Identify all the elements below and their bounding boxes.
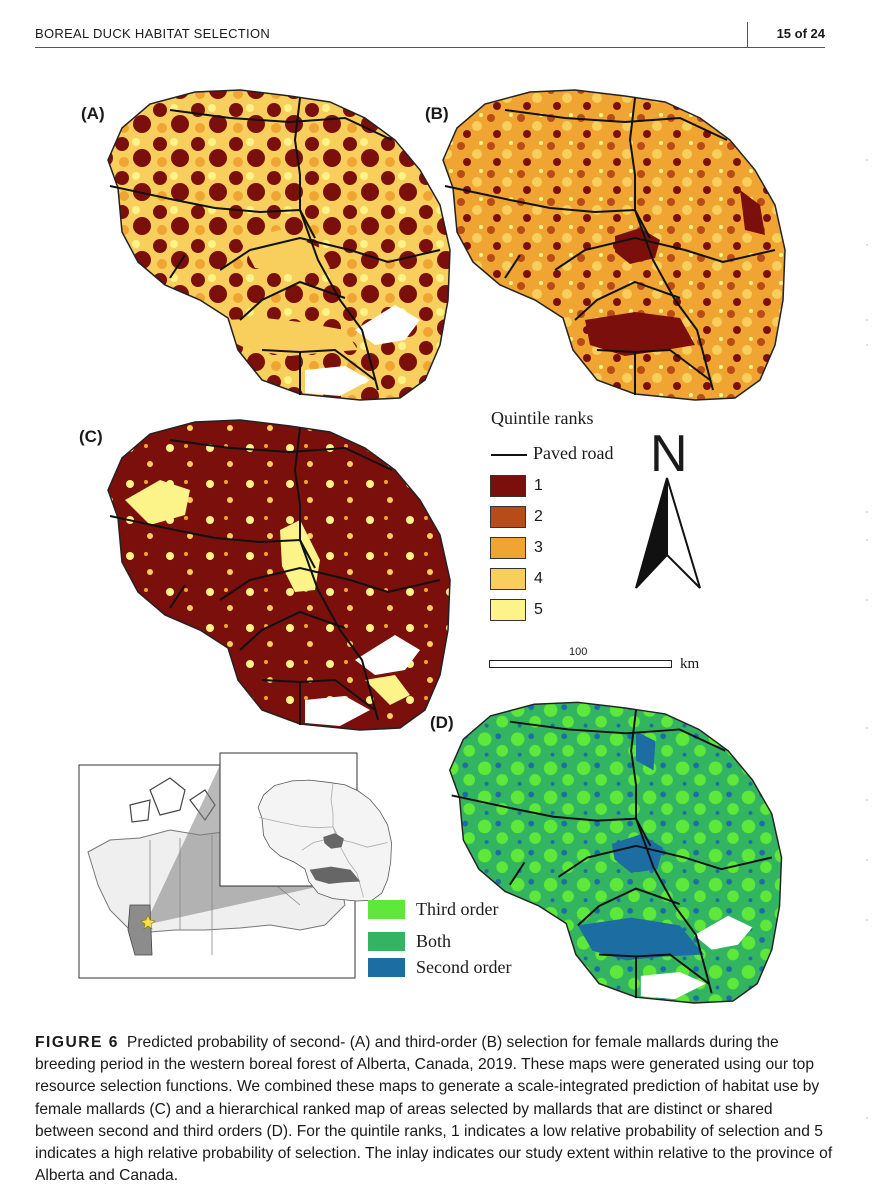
scale-value: 100	[569, 646, 588, 658]
page-number: 15 of 24	[776, 26, 825, 41]
rank-swatch-2	[490, 506, 526, 528]
order-legend-both: Both	[368, 931, 568, 954]
star-icon	[140, 914, 156, 930]
legend-rank-3: 3	[490, 537, 610, 561]
running-title: BOREAL DUCK HABITAT SELECTION	[35, 26, 271, 41]
rank-swatch-3	[490, 537, 526, 559]
header-rule	[35, 47, 825, 48]
caption-text: Predicted probability of second- (A) and…	[35, 1034, 833, 1185]
order-legend-second: Second order	[368, 957, 568, 980]
rank-label-3: 3	[534, 539, 543, 556]
legend-title: Quintile ranks	[491, 408, 594, 428]
panel-label-b: (B)	[425, 104, 449, 123]
rank-swatch-4	[490, 568, 526, 590]
margin-marks	[866, 159, 868, 1119]
order-swatch-third	[368, 900, 405, 919]
scale-bar: 100 km	[489, 646, 709, 676]
header-separator	[747, 22, 748, 48]
scale-unit: km	[680, 656, 700, 672]
figure-caption: FIGURE 6 Predicted probability of second-…	[35, 1032, 835, 1187]
order-label-both: Both	[416, 931, 452, 951]
legend-rank-5: 5	[490, 599, 610, 623]
map-a	[107, 89, 451, 401]
canada-inlay-map	[78, 752, 392, 979]
panel-label-a: (A)	[81, 104, 105, 123]
rank-label-1: 1	[534, 477, 543, 494]
panel-label-d: (D)	[430, 713, 454, 732]
legend-rank-2: 2	[490, 506, 610, 530]
scale-box	[489, 660, 672, 668]
order-legend-third: Third order	[368, 899, 568, 922]
legend-rank-4: 4	[490, 568, 610, 592]
legend-rank-1: 1	[490, 475, 610, 499]
rank-label-5: 5	[534, 601, 543, 618]
rank-label-4: 4	[534, 570, 543, 587]
caption-label: FIGURE 6	[35, 1034, 119, 1051]
map-b	[442, 89, 786, 401]
road-line-icon	[491, 453, 527, 456]
north-arrow-icon	[635, 477, 701, 589]
north-label: N	[650, 425, 688, 483]
page-header: BOREAL DUCK HABITAT SELECTION 15 of 24	[35, 22, 825, 48]
map-c	[107, 419, 451, 731]
rank-label-2: 2	[534, 508, 543, 525]
panel-label-c: (C)	[79, 427, 103, 446]
rank-swatch-5	[490, 599, 526, 621]
legend-road-label: Paved road	[533, 443, 614, 463]
figure-6: (A) (B) (C) (D) N Quintile ranks Paved r…	[78, 89, 786, 1004]
order-label-second: Second order	[416, 957, 512, 977]
legend-road: Paved road	[491, 443, 613, 464]
rank-swatch-1	[490, 475, 526, 497]
inlay-study-area	[257, 779, 392, 902]
order-swatch-both	[368, 932, 405, 951]
figure-maps	[78, 89, 786, 1004]
order-swatch-second	[368, 958, 405, 977]
order-label-third: Third order	[416, 899, 499, 919]
